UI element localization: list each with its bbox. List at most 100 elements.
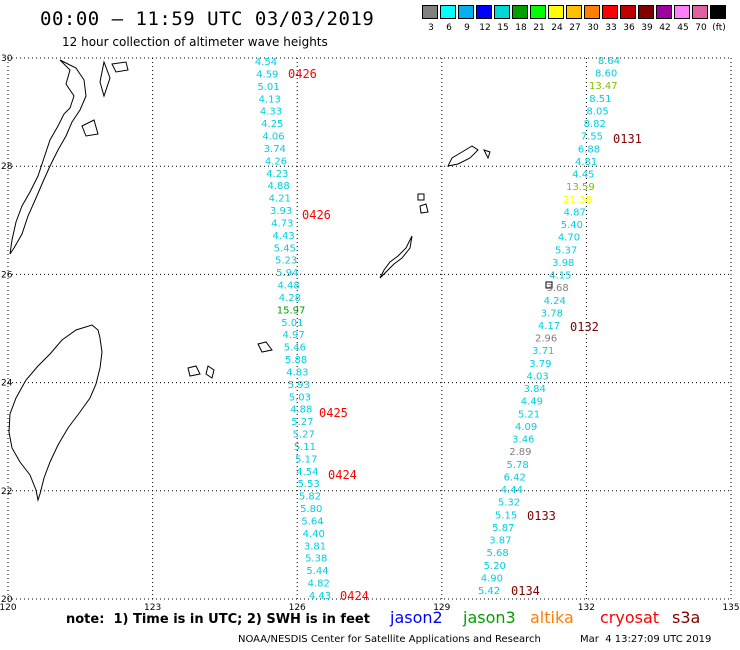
wave-height-value: 3.78 xyxy=(541,308,563,319)
satellite-name: s3a xyxy=(672,608,701,627)
scale-swatch xyxy=(710,5,726,19)
wave-height-value: 4.44 xyxy=(501,485,523,496)
wave-height-value: 5.94 xyxy=(276,268,298,279)
scale-swatch xyxy=(440,5,456,19)
pass-label: 0133 xyxy=(527,509,556,523)
wave-height-value: 8.05 xyxy=(586,107,608,118)
wave-height-value: 4.40 xyxy=(303,529,325,540)
wave-height-value: 4.06 xyxy=(262,132,284,143)
satellite-name: jason3 xyxy=(463,608,516,627)
wave-height-value: 5.68 xyxy=(486,548,508,559)
lat-tick-label: 24 xyxy=(1,379,13,389)
wave-height-value: 13.59 xyxy=(566,182,595,193)
wave-height-value: 4.33 xyxy=(260,107,282,118)
wave-height-value: 8.64 xyxy=(598,56,620,67)
wave-height-value: 5.27 xyxy=(291,417,313,428)
scale-swatch xyxy=(548,5,564,19)
wave-height-value: 4.87 xyxy=(564,207,586,218)
pass-label: 0425 xyxy=(319,406,348,420)
lon-tick-label: 135 xyxy=(722,603,739,613)
lat-lon-grid xyxy=(7,57,732,600)
wave-height-value: 5.23 xyxy=(275,256,297,267)
wave-height-value: 3.68 xyxy=(546,283,568,294)
chart-title: 00:00 – 11:59 UTC 03/03/2019 xyxy=(40,8,375,30)
wave-height-value: 3.79 xyxy=(529,359,551,370)
lat-tick-label: 30 xyxy=(1,54,13,64)
scale-swatch xyxy=(638,5,654,19)
scale-swatch xyxy=(512,5,528,19)
wave-height-value: 4.25 xyxy=(261,119,283,130)
scale-swatch xyxy=(422,5,438,19)
scale-swatch xyxy=(494,5,510,19)
wave-height-value: 4.73 xyxy=(271,218,293,229)
wave-height-value: 8.51 xyxy=(589,94,611,105)
landmasses xyxy=(8,59,553,502)
scale-label: 24 xyxy=(551,23,563,33)
wave-height-value: 3.87 xyxy=(489,536,511,547)
wave-height-value: 4.13 xyxy=(259,94,281,105)
wave-height-value: 5.82 xyxy=(299,492,321,503)
wave-height-value: 4.45 xyxy=(572,170,594,181)
scale-label: 21 xyxy=(533,23,545,33)
amami-oshima xyxy=(447,145,479,167)
tanegashima xyxy=(99,60,111,98)
lat-tick-label: 28 xyxy=(1,162,13,172)
wave-height-value: 13.47 xyxy=(589,81,618,92)
scale-swatch xyxy=(458,5,474,19)
wave-height-value: 5.64 xyxy=(301,517,323,528)
chart-subtitle: 12 hour collection of altimeter wave hei… xyxy=(62,35,328,49)
wave-height-value: 4.88 xyxy=(290,405,312,416)
scale-swatch xyxy=(620,5,636,19)
wave-height-value: 4.81 xyxy=(575,157,597,168)
wave-height-value: 15.97 xyxy=(277,305,306,316)
wave-height-value: 4.43 xyxy=(272,231,294,242)
wave-height-value: 8.82 xyxy=(584,119,606,130)
wave-height-value: 5.20 xyxy=(484,561,506,572)
pass-label: 0426 xyxy=(288,67,317,81)
wave-height-value: 3.81 xyxy=(304,541,326,552)
pass-label: 0131 xyxy=(613,132,642,146)
wave-height-value: 5.46 xyxy=(284,343,306,354)
wave-height-value: 3.93 xyxy=(270,206,292,217)
wave-height-value: 4.97 xyxy=(282,330,304,341)
scale-swatch xyxy=(674,5,690,19)
lon-tick-label: 126 xyxy=(289,603,306,613)
scale-swatch xyxy=(530,5,546,19)
okinawa xyxy=(379,235,413,279)
wave-height-value: 4.70 xyxy=(558,233,580,244)
yoron-island xyxy=(417,193,425,201)
wave-height-value: 4.15 xyxy=(549,271,571,282)
scale-swatch xyxy=(584,5,600,19)
scale-label: 36 xyxy=(623,23,635,33)
wave-height-value: 5.17 xyxy=(295,454,317,465)
wave-height-value: 4.28 xyxy=(279,293,301,304)
scale-label: 9 xyxy=(464,23,470,33)
wave-height-value: 4.59 xyxy=(256,69,278,80)
scale-label: 18 xyxy=(515,23,527,33)
scale-swatch xyxy=(692,5,708,19)
wave-height-value: 4.43 xyxy=(309,591,331,602)
lon-tick-label: 123 xyxy=(144,603,161,613)
satellite-name: cryosat xyxy=(600,608,660,627)
daito-island xyxy=(545,281,553,289)
scale-label: 3 xyxy=(428,23,434,33)
axis-tick-labels: 120 123 126 129 132 135 30 28 26 24 22 20 xyxy=(0,54,740,613)
wave-height-value: 5.38 xyxy=(305,554,327,565)
wave-height-value: 4.54 xyxy=(296,467,318,478)
tokunoshima xyxy=(419,203,429,214)
scale-swatch xyxy=(602,5,618,19)
pass-label: 0426 xyxy=(302,208,331,222)
scale-swatch xyxy=(566,5,582,19)
wave-height-value: 5.45 xyxy=(274,243,296,254)
wave-height-value: 5.88 xyxy=(285,355,307,366)
scale-label: 6 xyxy=(446,23,452,33)
yakushima xyxy=(81,119,99,137)
wave-height-value: 4.83 xyxy=(286,368,308,379)
wave-height-value: 4.09 xyxy=(515,422,537,433)
wave-height-value: 4.54 xyxy=(255,57,277,68)
pass-label: 0134 xyxy=(511,584,540,598)
lon-tick-label: 129 xyxy=(433,603,450,613)
lat-tick-label: 20 xyxy=(1,595,13,605)
wave-height-tracks: 4.544.595.014.134.334.254.063.744.264.23… xyxy=(255,56,620,602)
